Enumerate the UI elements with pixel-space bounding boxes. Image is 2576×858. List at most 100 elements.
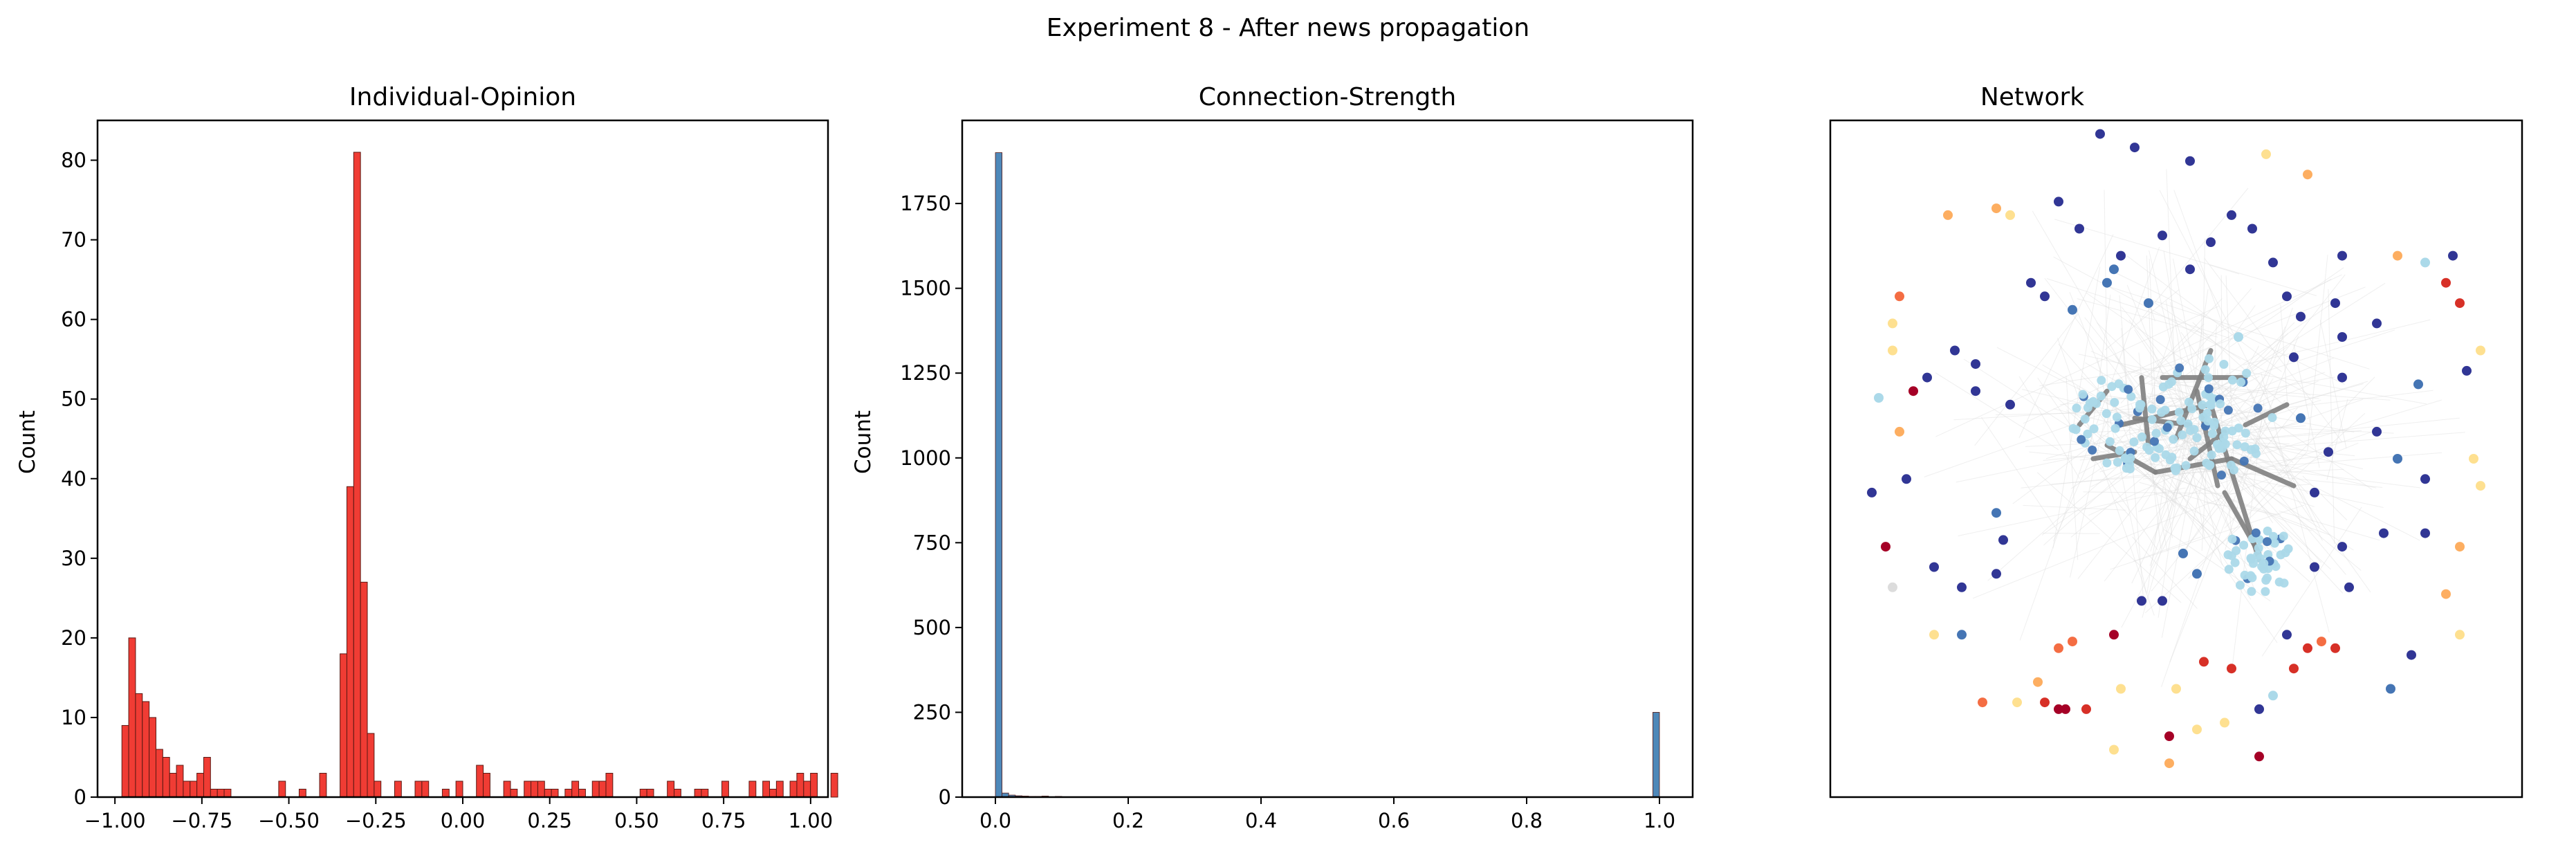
- cluster-node: [2217, 471, 2226, 480]
- histogram-bar: [320, 773, 326, 797]
- network-node: [1957, 583, 1967, 592]
- histogram-bar: [1653, 712, 1659, 797]
- faint-edge: [2328, 289, 2335, 544]
- network-node: [2379, 529, 2389, 538]
- cluster-node: [2108, 382, 2117, 391]
- cluster-node: [2102, 459, 2111, 468]
- network-node: [2344, 583, 2354, 592]
- cluster-node: [2129, 437, 2138, 446]
- network-node: [1991, 203, 2001, 213]
- cluster-node: [2113, 412, 2122, 421]
- cluster-node: [2205, 354, 2214, 363]
- histogram-bar: [456, 781, 463, 797]
- histogram-bar: [142, 702, 149, 797]
- cluster-node: [2110, 398, 2119, 407]
- x-tick-label: −0.25: [345, 809, 407, 832]
- network-node: [1943, 210, 1953, 220]
- histogram-bar: [797, 773, 804, 797]
- histogram-bar: [129, 638, 136, 797]
- network-node: [2455, 630, 2465, 639]
- cluster-node: [2228, 535, 2237, 544]
- network-node: [1867, 488, 1877, 498]
- network-node: [2441, 278, 2451, 288]
- histogram-bar: [811, 773, 818, 797]
- faint-edge: [2174, 190, 2224, 328]
- histogram-bar: [537, 781, 544, 797]
- faint-edge: [2124, 299, 2339, 446]
- network-node: [2199, 657, 2209, 666]
- histogram-bar: [422, 781, 429, 797]
- network-node: [2413, 379, 2423, 389]
- network-node: [2095, 129, 2105, 139]
- network-node: [2386, 684, 2395, 694]
- x-tick-label: 0.8: [1511, 809, 1543, 832]
- histogram-bar: [163, 757, 169, 797]
- cluster-node: [2088, 446, 2097, 455]
- histogram-bar: [415, 781, 422, 797]
- network-node: [2330, 298, 2340, 308]
- histogram-bar: [394, 781, 401, 797]
- network-node: [2372, 427, 2382, 437]
- network-node: [2192, 724, 2202, 734]
- x-tick-label: −0.75: [171, 809, 232, 832]
- histogram-bars: [995, 153, 1659, 797]
- y-tick-label: 500: [913, 616, 951, 639]
- network-node: [2040, 697, 2050, 707]
- figure-title: Experiment 8 - After news propagation: [1047, 14, 1529, 42]
- panel-title: Individual-Opinion: [349, 83, 576, 111]
- network-node: [2441, 590, 2451, 599]
- cluster-node: [2193, 433, 2202, 442]
- network-node: [2310, 488, 2319, 498]
- histogram-bar: [210, 789, 217, 797]
- cluster-node: [2228, 376, 2237, 385]
- faint-edge: [2054, 219, 2317, 296]
- cluster-node: [2175, 363, 2184, 372]
- network-node: [2026, 278, 2036, 288]
- network-node: [2164, 731, 2174, 741]
- histogram-bar: [606, 773, 613, 797]
- network-node: [2054, 644, 2063, 653]
- cluster-node: [2205, 400, 2214, 409]
- network-node: [2005, 210, 2015, 220]
- network-node: [2116, 684, 2126, 694]
- histogram-bar: [776, 781, 783, 797]
- network-node: [2074, 224, 2084, 234]
- cluster-node: [2190, 425, 2199, 434]
- y-tick-label: 50: [61, 387, 86, 411]
- network-node: [2420, 474, 2430, 484]
- cluster-node: [2239, 540, 2248, 549]
- network-node: [1929, 630, 1939, 639]
- network-node: [1888, 583, 1897, 592]
- y-axis-label: Count: [15, 410, 40, 474]
- network-node: [2054, 704, 2063, 714]
- cluster-node: [2261, 587, 2270, 596]
- faint-edge: [2044, 419, 2182, 545]
- faint-edge: [2279, 511, 2380, 540]
- histogram-bar: [831, 773, 838, 797]
- network-node: [2289, 352, 2299, 362]
- histogram-bar: [599, 781, 606, 797]
- histogram-bar: [694, 789, 701, 797]
- histogram-bar: [169, 773, 176, 797]
- histogram-bar: [790, 781, 797, 797]
- network-node: [2261, 149, 2271, 159]
- cluster-node: [2072, 425, 2081, 434]
- network-node: [1957, 630, 1967, 639]
- cluster-node: [2263, 537, 2272, 546]
- y-tick-label: 60: [61, 308, 86, 331]
- cluster-node: [2163, 423, 2172, 432]
- histogram-bar: [347, 486, 353, 797]
- network-node: [2068, 305, 2077, 315]
- network-node: [2455, 298, 2465, 308]
- histogram-bar: [551, 789, 558, 797]
- plot-frame: [98, 120, 828, 797]
- cluster-node: [2147, 405, 2156, 414]
- cluster-node: [2224, 550, 2233, 559]
- y-tick-label: 0: [74, 785, 86, 809]
- cluster-node: [2236, 581, 2245, 590]
- network-node: [2268, 257, 2278, 267]
- network-node: [2164, 758, 2174, 768]
- faint-edge: [2210, 265, 2239, 274]
- network-node: [2469, 454, 2478, 464]
